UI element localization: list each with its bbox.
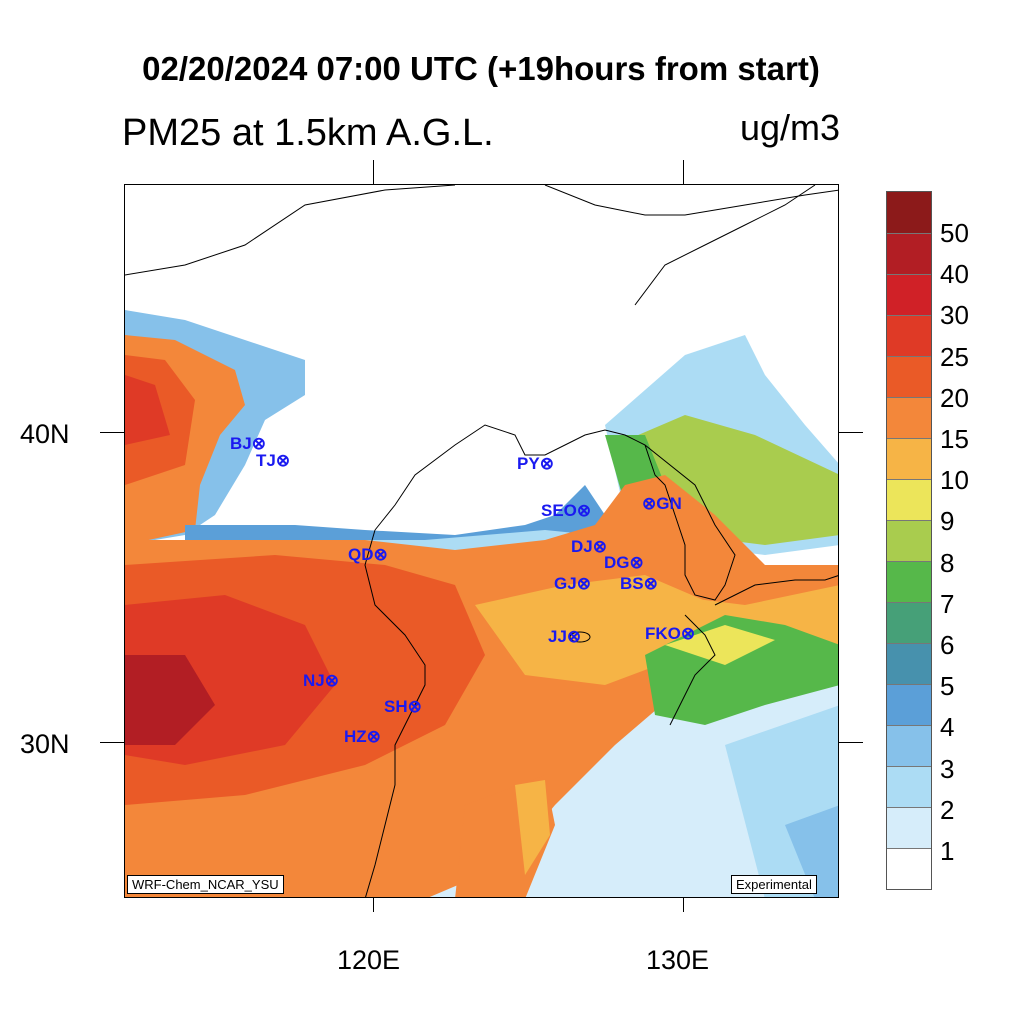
station-nj: NJ ⊗	[303, 671, 339, 690]
colorbar-cell	[887, 397, 931, 438]
colorbar-label: 15	[940, 424, 969, 454]
colorbar-label: 6	[940, 630, 955, 660]
colorbar-cell	[887, 274, 931, 315]
colorbar-cell	[887, 725, 931, 766]
model-tag: WRF-Chem_NCAR_YSU	[127, 875, 284, 894]
colorbar-label: 40	[940, 259, 969, 290]
units-label: ug/m3	[739, 107, 840, 148]
colorbar-cell	[887, 233, 931, 274]
station-gn: ⊗ GN	[642, 494, 682, 513]
pm25-field	[125, 185, 838, 897]
lon-label-120e: 120E	[337, 945, 401, 975]
axis-tick	[373, 898, 374, 912]
station-sh: SH ⊗	[384, 697, 422, 716]
colorbar-label: 8	[940, 547, 955, 578]
colorbar-cell	[887, 561, 931, 602]
colorbar-label: 7	[940, 588, 955, 619]
colorbar-cell	[887, 848, 931, 889]
lat-label-30n: 30N	[20, 729, 70, 759]
colorbar-cell	[887, 192, 931, 233]
colorbar-cell	[887, 520, 931, 561]
colorbar-label: 1	[940, 836, 955, 866]
colorbar-cell	[887, 356, 931, 397]
colorbar-label: 3	[940, 753, 955, 784]
axis-tick	[839, 742, 863, 743]
station-gj: GJ ⊗	[554, 574, 591, 593]
station-dg: DG ⊗	[604, 553, 644, 572]
axis-tick	[373, 160, 374, 184]
station-hz: HZ ⊗	[344, 727, 381, 746]
colorbar-cell	[887, 315, 931, 356]
station-seo: SEO ⊗	[541, 501, 592, 520]
station-qd: QD ⊗	[348, 545, 388, 564]
axis-tick	[100, 742, 124, 743]
colorbar-cell	[887, 766, 931, 807]
station-bs: BS ⊗	[620, 574, 658, 593]
station-jj: JJ ⊗	[548, 627, 582, 646]
colorbar-label: 25	[940, 341, 969, 372]
colorbar-label: 10	[940, 465, 969, 496]
colorbar-cell	[887, 684, 931, 725]
colorbar-label: 4	[940, 712, 955, 743]
axis-tick	[839, 432, 863, 433]
colorbar-cell	[887, 807, 931, 848]
colorbar-cell	[887, 479, 931, 520]
variable-label: PM25 at 1.5km A.G.L.	[122, 112, 494, 154]
colorbar-label: 9	[940, 506, 955, 537]
lat-label-40n: 40N	[20, 419, 70, 449]
station-tj: TJ ⊗	[256, 451, 291, 470]
lon-label-130e: 130E	[646, 945, 710, 975]
colorbar-label: 5	[940, 671, 955, 702]
colorbar-cell	[887, 602, 931, 643]
colorbar-label: 20	[940, 382, 969, 413]
colorbar-label: 2	[940, 794, 955, 825]
station-dj: DJ ⊗	[571, 537, 607, 556]
pm25-map	[124, 184, 839, 898]
station-py: PY ⊗	[517, 454, 554, 473]
axis-tick	[683, 160, 684, 184]
station-fko: FKO ⊗	[645, 624, 696, 643]
colorbar-cell	[887, 438, 931, 479]
colorbar-label: 30	[940, 300, 969, 331]
colorbar-label: 50	[940, 218, 969, 248]
axis-tick	[100, 432, 124, 433]
colorbar	[886, 191, 932, 890]
experimental-tag: Experimental	[731, 875, 817, 894]
station-bj: BJ ⊗	[230, 434, 266, 453]
colorbar-cell	[887, 643, 931, 684]
axis-tick	[683, 898, 684, 912]
map-title: 02/20/2024 07:00 UTC (+19hours from star…	[142, 50, 820, 87]
